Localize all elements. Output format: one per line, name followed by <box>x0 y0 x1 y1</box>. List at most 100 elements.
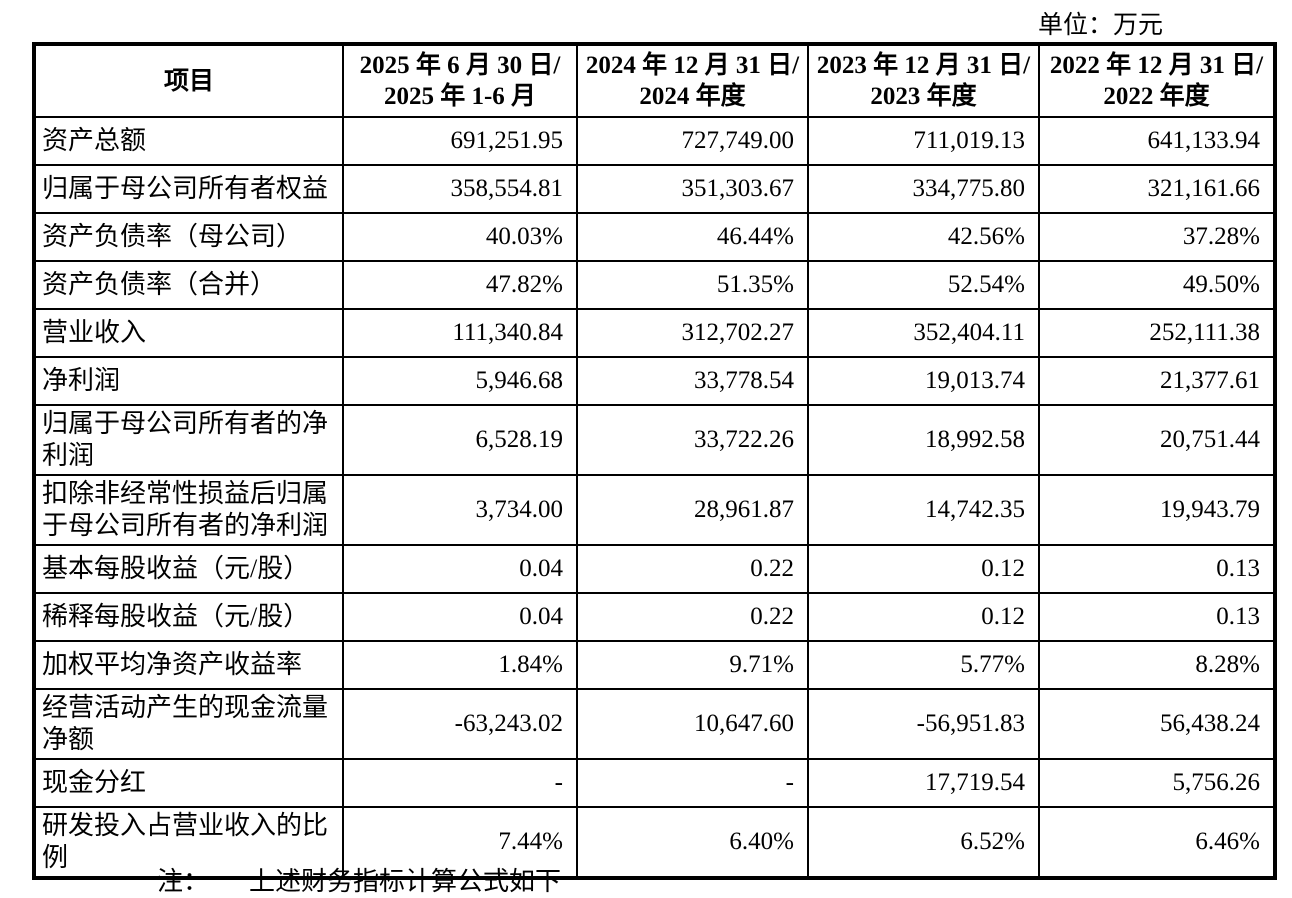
cell-value: 3,734.00 <box>342 474 578 546</box>
table-row-basic-eps: 基本每股收益（元/股） 0.04 0.22 0.12 0.13 <box>33 544 1276 594</box>
cell-value: 7.44% <box>342 806 578 879</box>
row-label: 营业收入 <box>33 308 344 358</box>
cell-value: 19,013.74 <box>807 356 1040 406</box>
cell-value: 47.82% <box>342 260 578 310</box>
row-label: 经营活动产生的现金流量净额 <box>33 688 344 760</box>
cell-value: 6.46% <box>1038 806 1276 879</box>
cell-value: 252,111.38 <box>1038 308 1276 358</box>
table-row-debt-ratio-parent: 资产负债率（母公司） 40.03% 46.44% 42.56% 37.28% <box>33 212 1276 262</box>
cell-value: 0.13 <box>1038 592 1276 642</box>
row-label: 扣除非经常性损益后归属于母公司所有者的净利润 <box>33 474 344 546</box>
cell-value: 358,554.81 <box>342 164 578 214</box>
cell-value: 42.56% <box>807 212 1040 262</box>
cell-value: 33,722.26 <box>576 404 809 476</box>
row-label: 归属于母公司所有者权益 <box>33 164 344 214</box>
row-label: 资产负债率（合并） <box>33 260 344 310</box>
cell-value: 312,702.27 <box>576 308 809 358</box>
cell-value: 321,161.66 <box>1038 164 1276 214</box>
cell-value: 111,340.84 <box>342 308 578 358</box>
cell-value: 40.03% <box>342 212 578 262</box>
cell-value: 14,742.35 <box>807 474 1040 546</box>
table-row-cash-dividend: 现金分红 - - 17,719.54 5,756.26 <box>33 758 1276 808</box>
cell-value: 33,778.54 <box>576 356 809 406</box>
cell-value: 334,775.80 <box>807 164 1040 214</box>
cell-value: 1.84% <box>342 640 578 690</box>
row-label: 基本每股收益（元/股） <box>33 544 344 594</box>
cell-value: -56,951.83 <box>807 688 1040 760</box>
cell-value: 0.22 <box>576 592 809 642</box>
cell-value: 727,749.00 <box>576 116 809 166</box>
column-header-item: 项目 <box>33 43 344 118</box>
table-row-parent-equity: 归属于母公司所有者权益 358,554.81 351,303.67 334,77… <box>33 164 1276 214</box>
table-row-total-assets: 资产总额 691,251.95 727,749.00 711,019.13 64… <box>33 116 1276 166</box>
column-header-2023: 2023 年 12 月 31 日/2023 年度 <box>807 43 1040 118</box>
footnote-prefix: 注： <box>157 867 210 896</box>
column-header-line1: 2023 年 12 月 31 日/ <box>816 52 1031 79</box>
cell-value: 6.40% <box>576 806 809 879</box>
cell-value: 351,303.67 <box>576 164 809 214</box>
cell-value: 0.04 <box>342 592 578 642</box>
cell-value: - <box>576 758 809 808</box>
row-label: 净利润 <box>33 356 344 406</box>
cell-value: 5,756.26 <box>1038 758 1276 808</box>
cell-value: 49.50% <box>1038 260 1276 310</box>
cell-value: 0.12 <box>807 544 1040 594</box>
cell-value: 28,961.87 <box>576 474 809 546</box>
column-header-2025: 2025 年 6 月 30 日/2025 年 1-6 月 <box>342 43 578 118</box>
cell-value: 5,946.68 <box>342 356 578 406</box>
table-row-operating-cash-flow: 经营活动产生的现金流量净额 -63,243.02 10,647.60 -56,9… <box>33 688 1276 760</box>
column-header-line2: 2023 年度 <box>870 83 977 110</box>
column-header-line2: 2025 年 1-6 月 <box>383 83 537 110</box>
table-row-weighted-roe: 加权平均净资产收益率 1.84% 9.71% 5.77% 8.28% <box>33 640 1276 690</box>
cell-value: 691,251.95 <box>342 116 578 166</box>
cell-value: - <box>342 758 578 808</box>
cell-value: 52.54% <box>807 260 1040 310</box>
financial-indicators-table: 项目 2025 年 6 月 30 日/2025 年 1-6 月 2024 年 1… <box>32 42 1277 880</box>
header-row: 项目 2025 年 6 月 30 日/2025 年 1-6 月 2024 年 1… <box>33 43 1276 118</box>
column-header-line1: 2024 年 12 月 31 日/ <box>585 52 800 79</box>
cell-value: 56,438.24 <box>1038 688 1276 760</box>
table-row-net-profit-deducted: 扣除非经常性损益后归属于母公司所有者的净利润 3,734.00 28,961.8… <box>33 474 1276 546</box>
cell-value: 9.71% <box>576 640 809 690</box>
cell-value: 21,377.61 <box>1038 356 1276 406</box>
cell-value: 10,647.60 <box>576 688 809 760</box>
footnote-text: 上述财务指标计算公式如下 <box>249 867 562 896</box>
unit-label: 单位：万元 <box>1037 12 1163 39</box>
cell-value: 37.28% <box>1038 212 1276 262</box>
row-label: 现金分红 <box>33 758 344 808</box>
table-row-debt-ratio-consolidated: 资产负债率（合并） 47.82% 51.35% 52.54% 49.50% <box>33 260 1276 310</box>
table-row-rd-revenue-ratio: 研发投入占营业收入的比例 7.44% 6.40% 6.52% 6.46% <box>33 806 1276 879</box>
row-label: 稀释每股收益（元/股） <box>33 592 344 642</box>
cell-value: 641,133.94 <box>1038 116 1276 166</box>
cell-value: 352,404.11 <box>807 308 1040 358</box>
cell-value: 8.28% <box>1038 640 1276 690</box>
cell-value: 711,019.13 <box>807 116 1040 166</box>
cell-value: -63,243.02 <box>342 688 578 760</box>
row-label: 资产负债率（母公司） <box>33 212 344 262</box>
row-label: 资产总额 <box>33 116 344 166</box>
cell-value: 46.44% <box>576 212 809 262</box>
row-label: 归属于母公司所有者的净利润 <box>33 404 344 476</box>
column-header-2024: 2024 年 12 月 31 日/2024 年度 <box>576 43 809 118</box>
row-label: 研发投入占营业收入的比例 <box>33 806 344 879</box>
cell-value: 51.35% <box>576 260 809 310</box>
column-header-line2: 2022 年度 <box>1103 83 1210 110</box>
column-header-2022: 2022 年 12 月 31 日/2022 年度 <box>1038 43 1276 118</box>
cell-value: 17,719.54 <box>807 758 1040 808</box>
row-label: 加权平均净资产收益率 <box>33 640 344 690</box>
cell-value: 0.12 <box>807 592 1040 642</box>
cell-value: 0.13 <box>1038 544 1276 594</box>
document-page: 单位：万元 项目 2025 年 6 月 30 日/2025 年 1-6 月 20… <box>32 12 1277 896</box>
table-row-operating-revenue: 营业收入 111,340.84 312,702.27 352,404.11 25… <box>33 308 1276 358</box>
cell-value: 0.04 <box>342 544 578 594</box>
cell-value: 0.22 <box>576 544 809 594</box>
column-header-line2: 2024 年度 <box>639 83 746 110</box>
cell-value: 19,943.79 <box>1038 474 1276 546</box>
table-row-net-profit: 净利润 5,946.68 33,778.54 19,013.74 21,377.… <box>33 356 1276 406</box>
table-row-diluted-eps: 稀释每股收益（元/股） 0.04 0.22 0.12 0.13 <box>33 592 1276 642</box>
cell-value: 18,992.58 <box>807 404 1040 476</box>
cell-value: 5.77% <box>807 640 1040 690</box>
table-row-net-profit-parent: 归属于母公司所有者的净利润 6,528.19 33,722.26 18,992.… <box>33 404 1276 476</box>
footnote: 注： 上述财务指标计算公式如下 <box>157 866 561 898</box>
cell-value: 6.52% <box>807 806 1040 879</box>
